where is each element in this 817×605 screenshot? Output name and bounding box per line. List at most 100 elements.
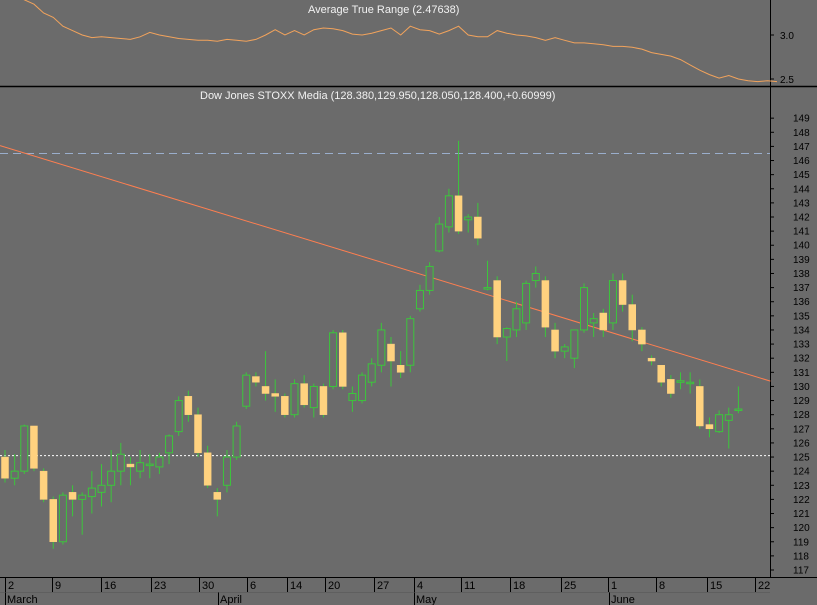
candle-body xyxy=(30,425,38,469)
candle xyxy=(734,386,743,414)
candle-body xyxy=(464,216,473,221)
day-tick-label: 11 xyxy=(464,580,475,592)
candle xyxy=(339,329,347,390)
candle-body xyxy=(242,374,251,407)
candle xyxy=(502,327,511,362)
price-tick-label: 143 xyxy=(793,198,810,209)
candle-body xyxy=(493,280,501,338)
candle-body xyxy=(174,400,183,433)
candle-body xyxy=(87,487,96,498)
price-tick-label: 119 xyxy=(793,537,809,548)
candle xyxy=(696,379,704,429)
candle xyxy=(464,214,473,233)
candle xyxy=(252,372,260,387)
candle xyxy=(358,372,367,404)
candle xyxy=(415,284,424,312)
candle xyxy=(126,457,135,486)
candle xyxy=(618,273,627,312)
candle-body xyxy=(444,195,453,228)
candle xyxy=(68,485,77,517)
candle xyxy=(329,329,338,390)
candle-body xyxy=(724,414,733,421)
price-panel xyxy=(0,140,771,549)
price-tick-label: 149 xyxy=(793,114,810,125)
day-tick-label: 1 xyxy=(611,580,617,592)
candle xyxy=(522,280,531,330)
day-tick-label: 23 xyxy=(154,580,166,592)
candle-body xyxy=(589,318,598,324)
atr-line xyxy=(23,0,778,83)
candle-body xyxy=(319,386,328,415)
day-tick-label: 14 xyxy=(290,580,302,592)
price-tick-label: 133 xyxy=(793,340,810,351)
candle-body xyxy=(415,289,424,310)
candle-body xyxy=(715,414,724,433)
price-tick-label: 124 xyxy=(793,467,810,478)
candle xyxy=(667,375,675,398)
candle-body xyxy=(222,456,231,486)
day-tick-label: 6 xyxy=(250,580,256,592)
candle xyxy=(116,442,125,486)
candle xyxy=(155,452,164,474)
candle xyxy=(425,262,434,295)
candle xyxy=(599,308,608,338)
price-tick-label: 132 xyxy=(793,354,810,365)
candle xyxy=(213,488,222,517)
candle-body xyxy=(667,379,675,394)
candle xyxy=(638,327,646,352)
axes: 1491481471461451441431421411401391381371… xyxy=(0,114,810,605)
candle-body xyxy=(705,424,714,430)
price-tick-label: 126 xyxy=(793,438,810,449)
atr-title: Average True Range (2.47638) xyxy=(308,4,460,16)
candle xyxy=(589,313,598,338)
candle-body xyxy=(261,386,270,394)
candle-body xyxy=(618,280,627,305)
price-tick-label: 135 xyxy=(793,311,810,322)
candle xyxy=(657,365,665,387)
candle xyxy=(203,445,212,489)
candle xyxy=(78,492,87,535)
price-tick-label: 125 xyxy=(793,453,810,464)
candle-body xyxy=(97,484,106,493)
candle xyxy=(39,468,48,503)
day-tick-label: 25 xyxy=(564,580,576,592)
month-label: March xyxy=(7,594,38,605)
candle-body xyxy=(252,376,260,383)
candle xyxy=(184,390,193,422)
month-label: June xyxy=(611,594,635,605)
candle xyxy=(580,283,588,333)
candle xyxy=(309,383,318,418)
candle-body xyxy=(599,312,608,331)
atr-panel: 3.0 2.5 xyxy=(23,0,794,86)
candle xyxy=(676,372,685,390)
candle xyxy=(222,449,231,493)
candle-body xyxy=(686,381,695,385)
candle-body xyxy=(551,329,559,352)
price-tick-label: 148 xyxy=(793,128,810,139)
candle xyxy=(444,188,453,233)
candle-body xyxy=(281,396,289,415)
candle xyxy=(705,417,714,438)
atr-tick-label: 2.5 xyxy=(780,75,794,86)
candle xyxy=(242,372,251,410)
candle xyxy=(570,329,579,369)
price-tick-label: 142 xyxy=(793,213,810,224)
candle-body xyxy=(570,329,579,359)
price-tick-label: 145 xyxy=(793,170,810,181)
day-tick-label: 2 xyxy=(8,580,14,592)
day-tick-label: 27 xyxy=(377,580,389,592)
day-tick-label: 15 xyxy=(710,580,722,592)
candle-body xyxy=(522,282,531,324)
candle-body xyxy=(290,383,299,416)
candle xyxy=(512,301,521,338)
candle-body xyxy=(435,223,444,252)
day-tick-label: 22 xyxy=(758,580,770,592)
atr-tick-label: 3.0 xyxy=(780,31,794,42)
candle-body xyxy=(155,456,164,468)
candle-body xyxy=(628,304,636,331)
candle xyxy=(367,358,376,387)
candle-body xyxy=(474,216,482,239)
candle xyxy=(435,217,444,253)
candle-body xyxy=(676,380,685,383)
candle xyxy=(560,344,569,359)
